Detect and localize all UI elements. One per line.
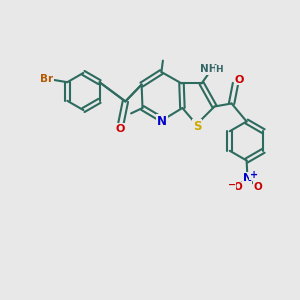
Text: N: N [243, 173, 252, 183]
Text: N: N [157, 115, 167, 128]
Text: O: O [253, 182, 262, 193]
Text: +: + [250, 170, 258, 180]
Text: O: O [233, 182, 242, 193]
Text: −: − [227, 179, 236, 190]
Text: NH: NH [200, 64, 217, 74]
Text: H: H [215, 65, 223, 74]
Text: O: O [234, 75, 244, 85]
Text: Br: Br [40, 74, 53, 84]
Text: S: S [193, 119, 201, 133]
Text: O: O [116, 124, 125, 134]
